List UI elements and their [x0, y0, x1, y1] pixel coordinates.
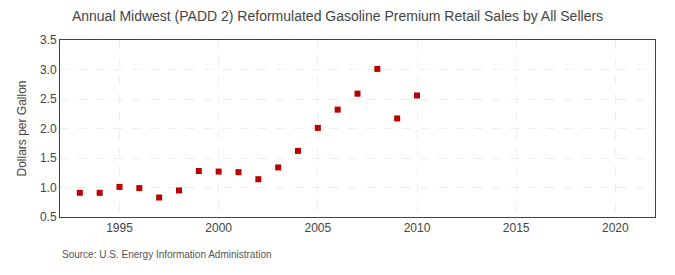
- svg-text:1995: 1995: [106, 221, 133, 235]
- svg-text:2.0: 2.0: [40, 122, 57, 136]
- svg-text:2.5: 2.5: [40, 92, 57, 106]
- svg-text:3.0: 3.0: [40, 63, 57, 77]
- svg-text:Source: U.S. Energy Informatio: Source: U.S. Energy Information Administ…: [62, 249, 272, 260]
- svg-text:3.5: 3.5: [40, 33, 57, 47]
- svg-text:1.0: 1.0: [40, 181, 57, 195]
- svg-text:2010: 2010: [404, 221, 431, 235]
- svg-text:2005: 2005: [304, 221, 331, 235]
- svg-text:0.5: 0.5: [40, 210, 57, 224]
- svg-text:Annual Midwest (PADD 2) Reform: Annual Midwest (PADD 2) Reformulated Gas…: [72, 8, 603, 24]
- svg-text:2015: 2015: [503, 221, 530, 235]
- svg-text:Dollars per Gallon: Dollars per Gallon: [15, 80, 29, 176]
- svg-text:2020: 2020: [602, 221, 629, 235]
- svg-text:2000: 2000: [205, 221, 232, 235]
- svg-text:1.5: 1.5: [40, 151, 57, 165]
